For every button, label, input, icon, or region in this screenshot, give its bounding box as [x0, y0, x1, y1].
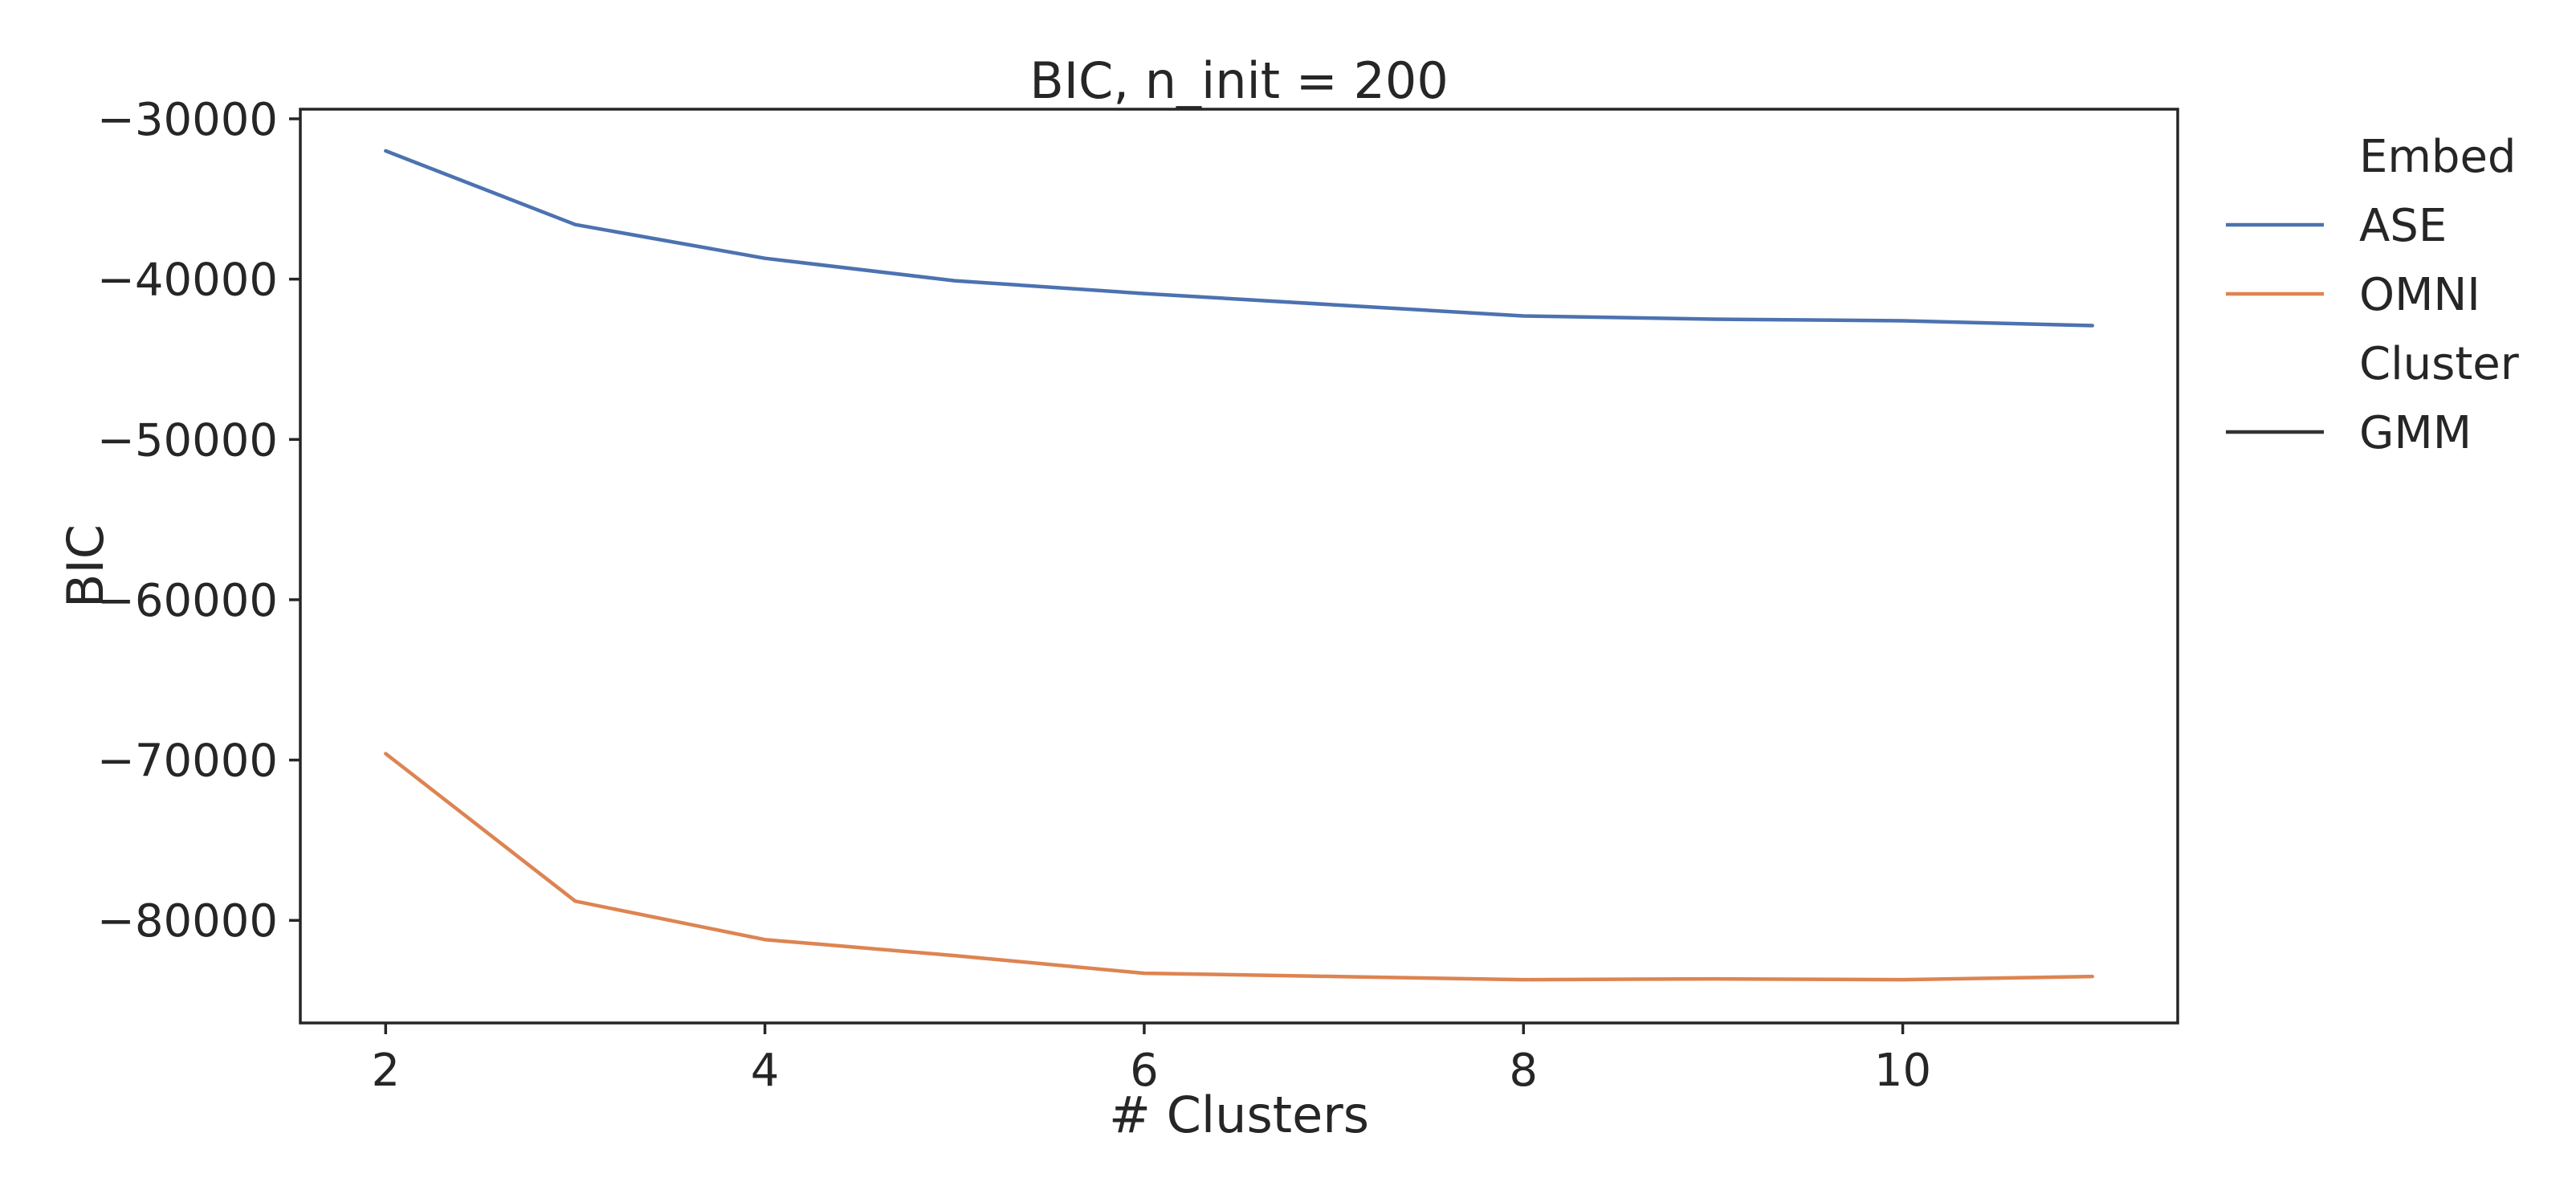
- x-tick-label: 4: [751, 1045, 780, 1097]
- plot-frame: [299, 108, 2179, 1025]
- x-axis-title: # Clusters: [1109, 1086, 1369, 1144]
- axes: 2 4 6 8 10 −30000 −40000 −50000 −60000 −70000 −800…: [97, 94, 2179, 1097]
- y-tick-label: −70000: [97, 736, 278, 788]
- x-tick-label: 6: [1130, 1045, 1159, 1097]
- x-tick-label: 10: [1874, 1045, 1931, 1097]
- y-tick-label: −30000: [97, 94, 278, 146]
- y-tick-label: −80000: [97, 895, 278, 947]
- y-tick-label: −60000: [97, 575, 278, 627]
- chart-title: BIC, n_init = 200: [1029, 51, 1449, 110]
- legend-heading-embed: Embed: [2359, 131, 2516, 183]
- y-tick-label: −40000: [97, 255, 278, 307]
- legend-label-ase: ASE: [2359, 200, 2447, 252]
- legend: Embed ASE OMNI Cluster GMM: [2226, 131, 2520, 459]
- x-tick-label: 2: [371, 1045, 400, 1097]
- legend-heading-cluster: Cluster: [2359, 338, 2520, 390]
- y-tick-label: −50000: [97, 414, 278, 467]
- series-line-omni: [384, 752, 2094, 982]
- y-axis-title: BIC: [56, 524, 115, 608]
- x-tick-label: 8: [1509, 1045, 1538, 1097]
- plot-area: [384, 149, 2094, 982]
- legend-label-omni: OMNI: [2359, 269, 2480, 321]
- legend-label-gmm: GMM: [2359, 407, 2472, 459]
- series-line-ase: [384, 149, 2094, 328]
